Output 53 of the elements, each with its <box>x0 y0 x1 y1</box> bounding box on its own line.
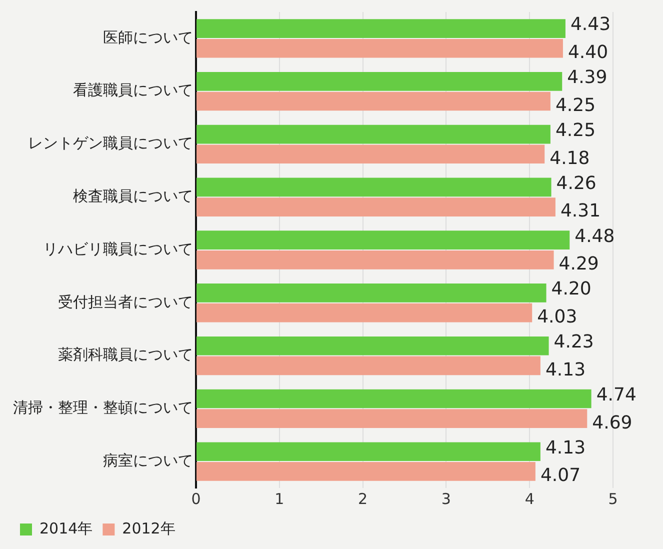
data-label: 4.43 <box>570 14 611 36</box>
bar <box>196 38 563 58</box>
x-tick-label: 2 <box>358 490 368 508</box>
bar <box>196 284 546 302</box>
bar <box>196 409 588 428</box>
y-tick-label: 検査職員について <box>73 187 193 205</box>
y-tick-label: 病室について <box>103 451 193 470</box>
legend-label: 2014年 <box>40 519 93 538</box>
data-label: 4.13 <box>545 437 586 458</box>
data-label: 4.31 <box>560 200 601 222</box>
data-label: 4.03 <box>537 306 578 328</box>
bar <box>196 124 550 144</box>
data-label: 4.25 <box>555 120 596 141</box>
data-label: 4.29 <box>558 254 599 275</box>
data-label: 4.40 <box>568 42 608 64</box>
x-tick-label: 4 <box>524 490 534 508</box>
bar <box>196 72 562 91</box>
bar <box>196 92 550 111</box>
y-tick-label: 受付担当者について <box>58 292 193 311</box>
data-label: 4.69 <box>592 412 632 434</box>
bar <box>196 389 592 408</box>
x-tick-label: 3 <box>441 490 451 508</box>
bar <box>196 178 552 197</box>
data-label: 4.25 <box>555 94 596 116</box>
bar <box>196 230 570 250</box>
y-tick-label: 薬剤科職員について <box>58 346 193 364</box>
data-label: 4.18 <box>550 148 590 169</box>
bar <box>196 356 540 376</box>
data-label: 4.39 <box>567 67 608 88</box>
data-label: 4.26 <box>556 172 596 194</box>
bar <box>196 336 549 356</box>
bar <box>196 250 554 270</box>
data-label: 4.23 <box>554 332 594 353</box>
data-label: 4.20 <box>551 278 592 300</box>
bar <box>196 144 545 164</box>
x-tick-label: 1 <box>274 490 284 508</box>
data-label: 4.48 <box>574 226 615 247</box>
y-tick-label: 清掃・整理・整頓について <box>13 398 193 417</box>
data-label: 4.74 <box>596 384 636 406</box>
bar <box>196 442 540 462</box>
bar <box>196 198 556 216</box>
x-tick-label: 5 <box>608 490 618 508</box>
y-tick-label: 看護職員について <box>73 81 193 100</box>
bar <box>196 19 566 38</box>
bar <box>196 462 536 481</box>
bar <box>196 303 532 322</box>
data-label: 4.07 <box>540 465 581 486</box>
x-tick-label: 0 <box>191 490 201 508</box>
legend-label: 2012年 <box>122 519 176 538</box>
y-tick-label: リハビリ職員について <box>43 240 193 258</box>
data-label: 4.13 <box>545 359 586 380</box>
y-tick-label: 医師について <box>103 28 193 46</box>
y-tick-label: レントゲン職員について <box>28 134 193 152</box>
